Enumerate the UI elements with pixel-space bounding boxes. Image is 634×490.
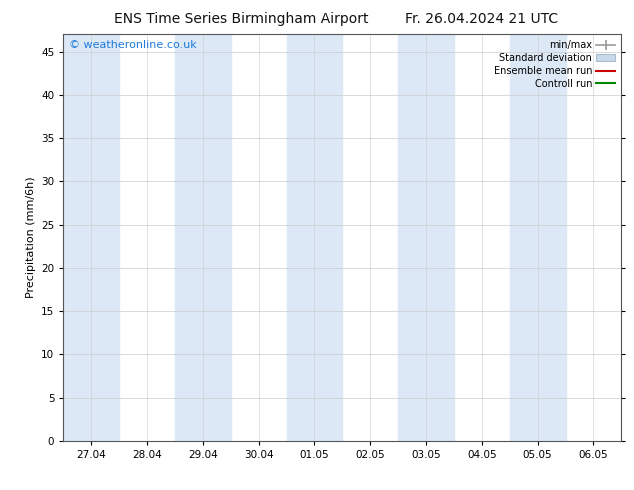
Bar <box>175 34 231 441</box>
Bar <box>287 34 342 441</box>
Bar <box>510 34 566 441</box>
Y-axis label: Precipitation (mm/6h): Precipitation (mm/6h) <box>25 177 36 298</box>
Text: © weatheronline.co.uk: © weatheronline.co.uk <box>69 40 197 50</box>
Text: ENS Time Series Birmingham Airport: ENS Time Series Birmingham Airport <box>113 12 368 26</box>
Bar <box>398 34 454 441</box>
Legend: min/max, Standard deviation, Ensemble mean run, Controll run: min/max, Standard deviation, Ensemble me… <box>489 36 619 93</box>
Text: Fr. 26.04.2024 21 UTC: Fr. 26.04.2024 21 UTC <box>405 12 559 26</box>
Bar <box>63 34 119 441</box>
